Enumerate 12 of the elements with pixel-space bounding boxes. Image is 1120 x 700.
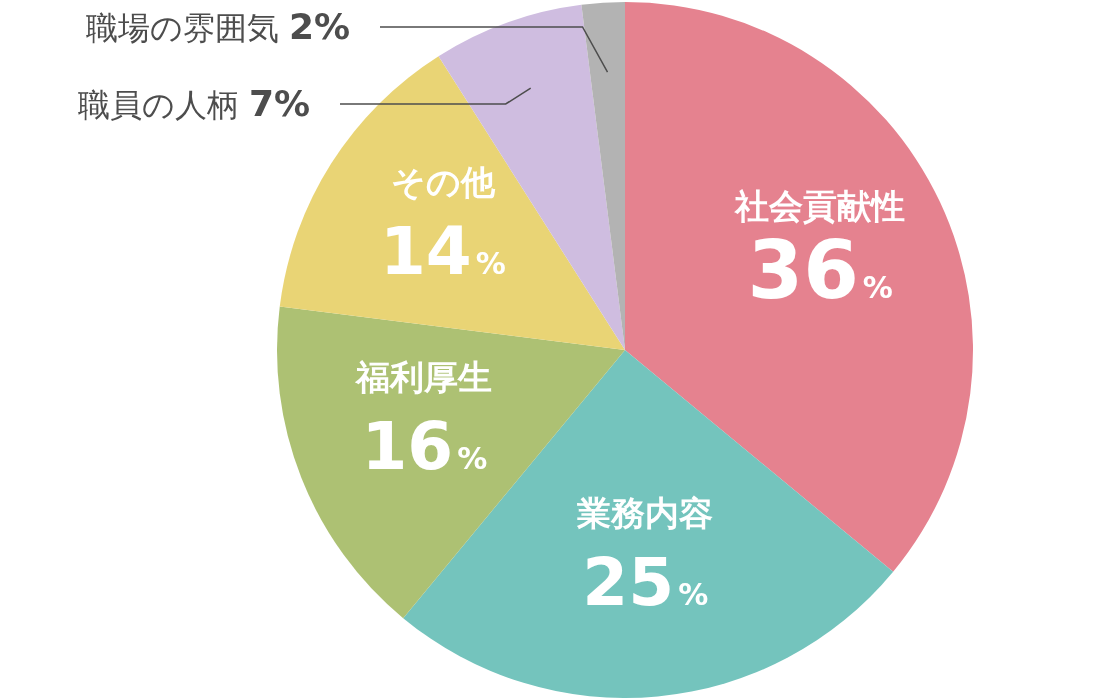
data-label: 2% — [288, 6, 350, 47]
data-label: 25% — [582, 543, 709, 621]
data-label: 16% — [361, 408, 488, 486]
data-label: 14% — [379, 213, 506, 291]
slice-label: 福利厚生 — [354, 357, 493, 398]
slice-label: その他 — [390, 162, 496, 203]
slice-label: 社会貢献性 — [734, 186, 906, 227]
data-label: 7% — [248, 83, 310, 124]
slice-label: 業務内容 — [576, 492, 714, 533]
slice-label: 職場の雰囲気 — [85, 9, 279, 47]
data-label: 36% — [747, 224, 893, 318]
slice-label: 職員の人柄 — [77, 86, 239, 124]
